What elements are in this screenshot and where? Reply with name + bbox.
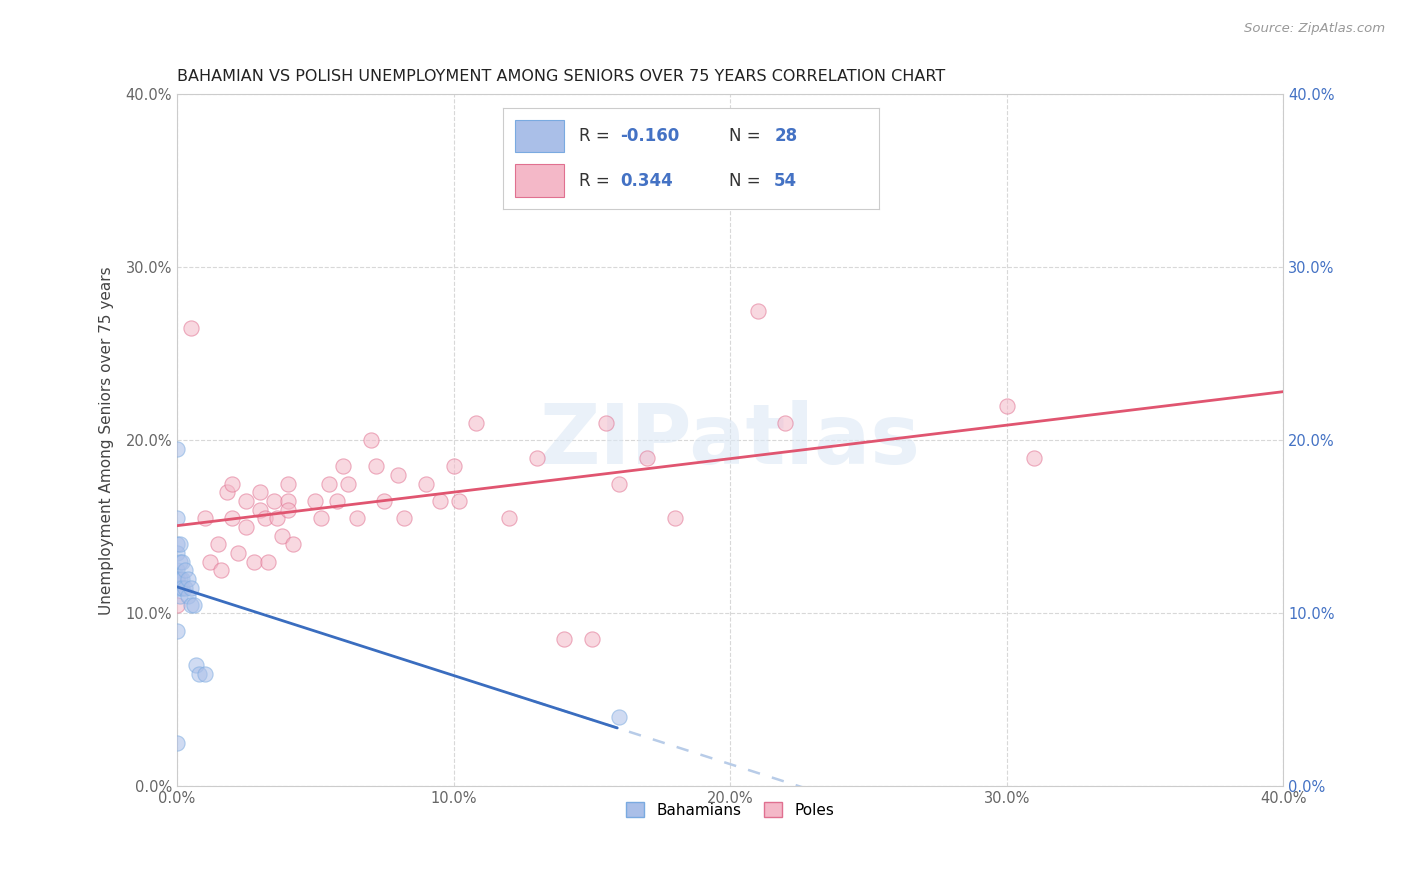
Point [337,476,360,491]
Point [188,667,211,681]
Point [249,502,271,516]
Point [221,476,243,491]
Point [281,537,304,551]
Y-axis label: Unemployment Among Seniors over 75 years: Unemployment Among Seniors over 75 years [100,266,114,615]
Point [177,589,200,603]
Point [581,632,603,647]
Point [166,572,188,586]
Point [166,537,188,551]
Point [166,598,188,612]
Point [207,537,229,551]
Point [169,589,191,603]
Point [360,434,382,448]
Point [172,581,194,595]
Point [449,494,471,508]
Point [172,555,194,569]
Point [169,537,191,551]
Point [747,303,769,318]
Point [249,485,271,500]
Point [318,476,340,491]
Point [194,667,217,681]
Point [392,511,415,525]
Point [775,416,797,430]
Point [636,450,658,465]
Point [664,511,686,525]
Point [243,555,266,569]
Point [174,563,197,577]
Point [166,563,188,577]
Point [373,494,395,508]
Point [215,485,238,500]
Point [221,511,243,525]
Point [995,399,1018,413]
Point [172,572,194,586]
Text: ZIPatlas: ZIPatlas [540,400,921,481]
Point [498,511,520,525]
Point [174,581,197,595]
Point [166,442,188,456]
Point [326,494,349,508]
Point [186,658,208,673]
Point [1024,450,1046,465]
Point [180,598,202,612]
Point [169,555,191,569]
Point [180,321,202,335]
Point [194,511,217,525]
Point [364,459,387,474]
Point [277,502,299,516]
Point [464,416,486,430]
Point [332,459,354,474]
Point [209,563,232,577]
Point [309,511,332,525]
Point [166,736,188,750]
Point [304,494,326,508]
Point [415,476,437,491]
Text: Source: ZipAtlas.com: Source: ZipAtlas.com [1244,22,1385,36]
Legend: Bahamians, Poles: Bahamians, Poles [620,796,841,824]
Point [166,581,188,595]
Point [429,494,451,508]
Point [166,546,188,560]
Point [166,572,188,586]
Point [277,494,299,508]
Point [257,555,280,569]
Point [387,468,409,483]
Point [595,416,617,430]
Point [166,511,188,525]
Point [553,632,575,647]
Point [443,459,465,474]
Point [346,511,368,525]
Point [180,581,202,595]
Point [169,581,191,595]
Point [235,520,257,534]
Point [198,555,221,569]
Point [254,511,277,525]
Point [266,511,288,525]
Point [526,450,548,465]
Point [166,624,188,638]
Point [177,572,200,586]
Point [263,494,285,508]
Text: BAHAMIAN VS POLISH UNEMPLOYMENT AMONG SENIORS OVER 75 YEARS CORRELATION CHART: BAHAMIAN VS POLISH UNEMPLOYMENT AMONG SE… [177,69,945,84]
Point [235,494,257,508]
Point [271,528,294,542]
Point [183,598,205,612]
Point [609,710,631,724]
Point [277,476,299,491]
Point [226,546,249,560]
Point [169,572,191,586]
Point [609,476,631,491]
